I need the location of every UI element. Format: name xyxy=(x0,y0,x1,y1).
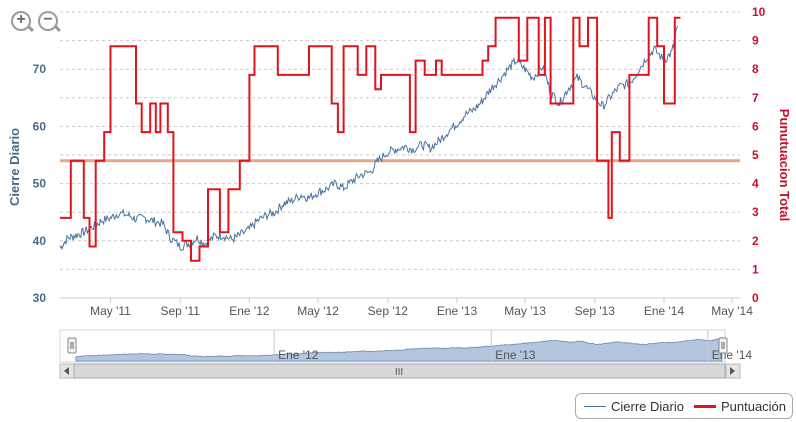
x-tick-label: Ene '14 xyxy=(644,304,685,318)
zoom-out-icon: − xyxy=(43,11,53,28)
scroll-left-arrow-icon xyxy=(64,367,69,375)
y-right-tick-label: 2 xyxy=(752,234,759,248)
y-left-tick-label: 30 xyxy=(33,291,47,305)
y-right-tick-label: 6 xyxy=(752,119,759,133)
navigator-right-handle[interactable] xyxy=(718,337,728,354)
y-right-tick-label: 5 xyxy=(752,148,759,162)
x-tick-label: May '11 xyxy=(90,304,131,318)
legend-item-cierre-diario[interactable]: Cierre Diario xyxy=(584,399,684,414)
y-left-tick-label: 50 xyxy=(33,177,47,191)
x-tick-label: Sep '11 xyxy=(161,304,201,318)
legend-label: Puntuación xyxy=(720,398,787,414)
x-tick-label: Ene '12 xyxy=(229,304,270,318)
zoom-in-button[interactable]: + xyxy=(11,11,31,31)
y-right-tick-label: 10 xyxy=(752,5,766,19)
navigator-area xyxy=(75,337,723,362)
navigator-tick-label: Ene '13 xyxy=(495,348,536,362)
grid-lines xyxy=(60,11,740,270)
legend-label: Cierre Diario xyxy=(611,398,684,414)
y-axis-left-title: Cierre Diario xyxy=(7,128,22,206)
scrollbar-grip: III xyxy=(395,367,403,378)
series-line-cierre-diario xyxy=(59,26,679,252)
navigator-left-handle[interactable] xyxy=(67,337,77,354)
zoom-in-icon: + xyxy=(16,11,26,28)
navigator[interactable]: Ene '12 Ene '13 Ene '14 xyxy=(59,329,753,363)
legend-item-puntuacion[interactable]: Puntuación xyxy=(693,398,787,414)
scroll-right-arrow-icon xyxy=(730,367,735,375)
y-right-tick-label: 3 xyxy=(752,205,759,219)
x-tick-label: May '14 xyxy=(711,304,753,318)
legend: Cierre Diario Puntuación xyxy=(575,393,793,419)
y-left-tick-label: 70 xyxy=(33,62,47,76)
y-right-tick-label: 4 xyxy=(752,177,759,191)
x-tick-label: May '13 xyxy=(504,304,546,318)
y-left-tick-label: 40 xyxy=(33,234,47,248)
x-tick-label: Sep '13 xyxy=(575,304,616,318)
legend-swatch xyxy=(584,405,606,407)
y-axis-right-title: Punutuacion Total xyxy=(777,109,792,221)
zoom-out-button[interactable]: − xyxy=(38,11,58,31)
y-right-tick-label: 8 xyxy=(752,62,759,76)
y-right-tick-label: 7 xyxy=(752,91,759,105)
x-tick-label: Ene '13 xyxy=(437,304,478,318)
y-right-tick-label: 0 xyxy=(752,291,759,305)
x-tick-label: Sep '12 xyxy=(368,304,409,318)
series-line-puntuacion xyxy=(60,16,681,262)
navigator-axis: Ene '12 Ene '13 Ene '14 xyxy=(273,330,753,362)
navigator-tick-label: Ene '14 xyxy=(712,348,753,362)
y-left-tick-label: 60 xyxy=(33,119,47,133)
legend-swatch xyxy=(693,404,716,408)
navigator-tick-label: Ene '12 xyxy=(278,348,319,362)
y-axis-left: 30 40 50 60 70 xyxy=(33,62,47,305)
scrollbar-thumb[interactable] xyxy=(73,363,726,379)
x-tick-label: May '12 xyxy=(297,304,339,318)
y-axis-right: 0 1 2 3 4 5 6 7 8 9 10 xyxy=(752,5,766,305)
y-right-tick-label: 1 xyxy=(752,262,759,276)
scrollbar[interactable]: III xyxy=(59,363,741,379)
y-right-tick-label: 9 xyxy=(752,34,759,48)
x-axis: May '11 Sep '11 Ene '12 May '12 Sep '12 Ene '… xyxy=(90,298,753,318)
